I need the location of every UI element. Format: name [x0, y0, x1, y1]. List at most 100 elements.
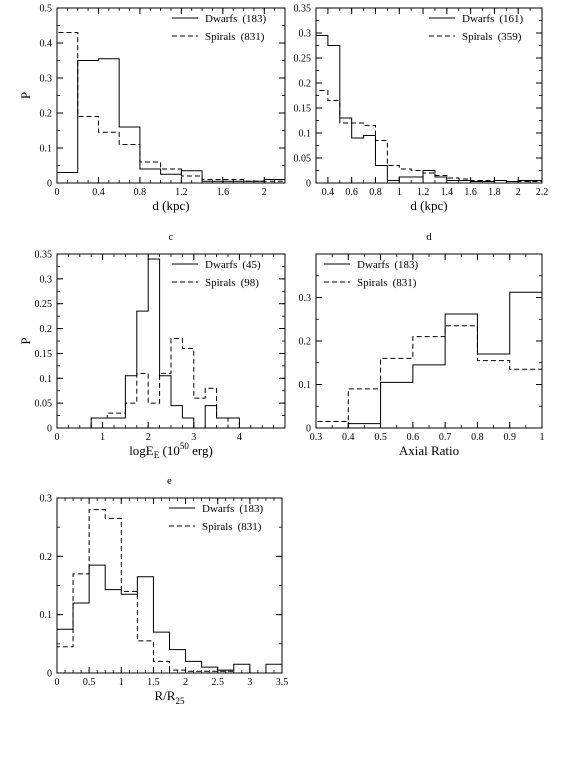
legend: Dwarfs (183) Spirals (831): [324, 259, 419, 289]
x-tick-label: 2.2: [536, 187, 549, 198]
legend-count: (183): [239, 503, 263, 515]
x-tick-label: 1.8: [488, 187, 501, 198]
y-tick-label: 0.3: [299, 293, 312, 304]
legend-name: Spirals: [205, 277, 236, 289]
x-tick-label: 1.2: [417, 187, 430, 198]
x-tick-label: 0.7: [439, 432, 452, 443]
y-tick-label: 0.3: [40, 274, 53, 285]
y-tick-label: 0: [47, 179, 52, 190]
x-axis-label: R/R25: [155, 688, 185, 706]
y-axis-label: P: [18, 92, 33, 99]
legend-label-spirals: Spirals (831): [357, 277, 417, 289]
x-tick-label: 0.8: [471, 432, 484, 443]
x-tick-label: 0: [55, 677, 60, 688]
series-dwarfs: [56, 58, 286, 183]
series-spirals: [56, 32, 286, 183]
legend-name: Spirals: [462, 31, 493, 43]
x-axis-label-mid: (10: [159, 443, 180, 458]
y-tick-label: 0.2: [299, 337, 312, 348]
x-tick-label: 2: [183, 677, 188, 688]
y-tick-label: 0: [306, 424, 311, 435]
y-tick-label: 0.4: [40, 39, 53, 50]
panel-c: 0 1 2 3 4 0 0.05 0.1 0.15 0.2 0.25 0.3 0.35 logEE (10…: [18, 231, 286, 460]
legend-label-spirals: Spirals (359): [462, 31, 522, 43]
y-tick-label: 0.1: [40, 610, 53, 621]
y-tick-label: 0.2: [40, 109, 53, 120]
y-tick-label: 0: [306, 179, 311, 190]
series-spirals: [56, 509, 235, 673]
legend-name: Spirals: [205, 31, 236, 43]
y-tick-label: 0.5: [40, 4, 53, 15]
x-tick-label: 0.5: [374, 432, 387, 443]
legend-label-spirals: Spirals (831): [205, 31, 265, 43]
x-axis-label-sup: 50: [180, 441, 190, 451]
legend: Dwarfs (183) Spirals (831): [172, 13, 267, 43]
legend-count: (183): [242, 13, 266, 25]
x-tick-label: 1: [397, 187, 402, 198]
x-tick-label: 2.5: [211, 677, 224, 688]
x-axis-label-sub: 25: [175, 696, 185, 706]
y-tick-label: 0.25: [35, 299, 53, 310]
x-axis-label-base: logE: [129, 443, 154, 458]
x-axis-label: logEE (1050 erg): [129, 441, 213, 460]
legend-name: Dwarfs: [205, 13, 237, 25]
y-tick-label: 0.15: [35, 349, 53, 360]
legend-name: Dwarfs: [205, 259, 237, 271]
panel-caption: e: [167, 475, 172, 487]
x-tick-label: 1.5: [147, 677, 160, 688]
x-tick-label: 3: [191, 432, 196, 443]
x-tick-label: 1: [119, 677, 124, 688]
legend-name: Dwarfs: [462, 13, 494, 25]
legend-name: Dwarfs: [202, 503, 234, 515]
series-spirals: [90, 338, 240, 429]
x-tick-label: 3.5: [276, 677, 289, 688]
legend-count: (183): [394, 259, 418, 271]
legend-label-dwarfs: Dwarfs (183): [205, 13, 267, 25]
legend-count: (831): [393, 277, 417, 289]
x-tick-label: 0.4: [342, 432, 355, 443]
plot-frame: [315, 253, 543, 429]
panel-d: 0.3 0.4 0.5 0.6 0.7 0.8 0.9 1 0 0.1 0.2 0.3 Axial Ra…: [299, 231, 545, 458]
series-dwarfs: [347, 291, 543, 428]
x-tick-label: 0.3: [310, 432, 323, 443]
y-tick-label: 0.1: [40, 144, 53, 155]
x-axis-label: d (kpc): [152, 198, 189, 213]
y-tick-label: 0.35: [294, 4, 312, 15]
x-tick-label: 0.4: [322, 187, 335, 198]
y-tick-label: 0.35: [35, 250, 53, 261]
x-tick-label: 1: [100, 432, 105, 443]
x-tick-label: 1.6: [217, 187, 230, 198]
x-tick-label: 2: [146, 432, 151, 443]
y-tick-label: 0: [47, 424, 52, 435]
legend-name: Dwarfs: [357, 259, 389, 271]
legend: Dwarfs (45) Spirals (98): [172, 259, 261, 289]
x-tick-label: 2: [516, 187, 521, 198]
y-tick-label: 0.1: [299, 129, 312, 140]
x-tick-label: 0.6: [345, 187, 358, 198]
x-tick-label: 2: [262, 187, 267, 198]
x-tick-label: 1.4: [441, 187, 454, 198]
y-tick-label: 0.05: [294, 154, 312, 165]
y-tick-label: 0.3: [40, 74, 53, 85]
x-tick-label: 0.4: [92, 187, 105, 198]
y-tick-label: 0.15: [294, 104, 312, 115]
x-tick-label: 0.8: [134, 187, 147, 198]
x-tick-label: 1.6: [464, 187, 477, 198]
x-tick-label: 0: [55, 432, 60, 443]
series-dwarfs: [56, 564, 283, 674]
y-tick-label: 0.3: [299, 29, 312, 40]
y-tick-label: 0.3: [40, 494, 53, 505]
x-tick-label: 1.2: [175, 187, 188, 198]
y-axis-label: P: [18, 337, 33, 344]
legend-name: Spirals: [357, 277, 388, 289]
y-tick-label: 0.1: [299, 380, 312, 391]
series-dwarfs: [315, 35, 543, 183]
panel-b: 0.4 0.6 0.8 1 1.2 1.4 1.6 1.8 2 2.2 0 0.05 0.1 0.15 0.…: [294, 4, 549, 214]
legend-name: Spirals: [202, 521, 233, 533]
panel-caption: d: [426, 231, 432, 243]
series-spirals: [315, 325, 543, 428]
legend-count: (45): [242, 259, 261, 271]
legend-count: (98): [241, 277, 260, 289]
x-tick-label: 0.8: [369, 187, 382, 198]
